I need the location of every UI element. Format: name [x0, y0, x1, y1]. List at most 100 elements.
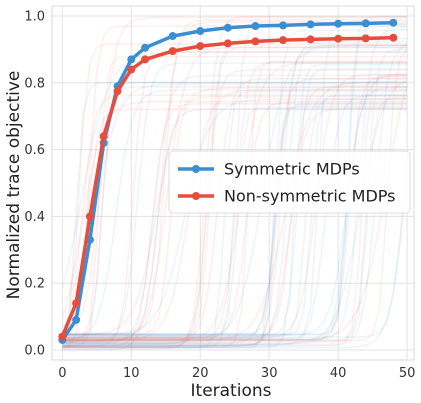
- x-axis-label: Iterations: [191, 381, 272, 401]
- data-point: [72, 315, 81, 324]
- background-run-line: [62, 77, 408, 339]
- series-non-symmetric: [58, 33, 398, 341]
- x-tick-label: 50: [399, 366, 416, 381]
- background-run-line: [62, 44, 408, 347]
- tick-labels: 0 10 20 30 40 50 0.0 0.2 0.4 0.6 0.8 1.0: [24, 10, 415, 381]
- legend-label: Non-symmetric MDPs: [224, 187, 396, 206]
- data-point: [306, 20, 315, 29]
- background-run-line: [62, 19, 408, 335]
- background-run-line: [62, 98, 408, 338]
- background-run-line: [62, 73, 408, 346]
- background-run-line: [62, 86, 408, 336]
- series-line: [60, 20, 394, 341]
- background-run-line: [62, 108, 408, 351]
- background-run-line: [62, 85, 408, 339]
- data-point: [278, 36, 287, 45]
- background-run-line: [62, 103, 408, 347]
- background-run-line: [62, 105, 408, 349]
- data-point: [99, 132, 108, 141]
- background-run-line: [61, 108, 408, 334]
- background-run-line: [62, 90, 408, 349]
- background-run-line: [62, 77, 408, 345]
- background-run-line: [62, 55, 408, 340]
- background-run-line: [62, 40, 408, 344]
- data-point: [196, 27, 205, 36]
- background-run-line: [62, 106, 408, 336]
- background-run-line: [62, 46, 408, 343]
- data-point: [85, 212, 94, 221]
- background-run-line: [62, 89, 408, 341]
- background-run-line: [61, 51, 408, 288]
- background-run-line: [62, 89, 408, 341]
- background-run-line: [62, 46, 408, 341]
- series-line: [60, 35, 394, 338]
- background-run-line: [62, 15, 408, 335]
- legend-marker: [192, 165, 200, 173]
- background-run-line: [62, 63, 408, 348]
- x-tick-label: 30: [261, 366, 278, 381]
- background-run-line: [62, 28, 408, 341]
- data-point: [113, 87, 122, 96]
- x-tick-label: 40: [330, 366, 347, 381]
- y-axis-label: Normalized trace objective: [4, 71, 24, 300]
- x-tick-label: 0: [58, 366, 66, 381]
- background-run-line: [62, 29, 408, 335]
- background-run-line: [62, 103, 408, 347]
- data-point: [334, 19, 343, 28]
- background-run-line: [62, 61, 408, 340]
- legend-box: [168, 150, 411, 214]
- background-run-line: [62, 85, 408, 341]
- background-run-line: [62, 94, 408, 336]
- background-run-line: [62, 62, 408, 342]
- background-run-line: [62, 44, 408, 341]
- data-point: [127, 55, 136, 64]
- data-point: [251, 37, 260, 46]
- background-run-line: [62, 97, 408, 343]
- background-run-line: [61, 100, 408, 319]
- y-tick-label: 0.0: [24, 343, 45, 358]
- background-run-line: [62, 107, 408, 347]
- background-run-line: [62, 95, 408, 336]
- data-point: [58, 332, 67, 341]
- data-point: [278, 21, 287, 30]
- x-tick-label: 20: [192, 366, 209, 381]
- data-point: [306, 35, 315, 44]
- series-layer: [58, 18, 398, 344]
- background-run-line: [61, 83, 408, 328]
- data-point: [223, 39, 232, 48]
- data-point: [334, 34, 343, 43]
- background-run-line: [62, 62, 408, 343]
- background-run-line: [62, 79, 408, 345]
- background-run-line: [62, 98, 408, 336]
- x-tick-label: 10: [123, 366, 140, 381]
- data-point: [251, 22, 260, 31]
- background-run-line: [62, 48, 408, 342]
- legend-label: Symmetric MDPs: [224, 160, 360, 179]
- background-run-line: [62, 180, 408, 349]
- background-run-line: [62, 60, 408, 348]
- background-run-line: [62, 67, 408, 337]
- y-tick-label: 0.6: [24, 143, 45, 158]
- background-run-line: [62, 94, 408, 346]
- data-point: [389, 33, 398, 42]
- background-run-line: [61, 94, 408, 340]
- background-run-line: [62, 44, 408, 343]
- data-point: [223, 23, 232, 32]
- legend-marker: [192, 192, 200, 200]
- y-tick-label: 0.8: [24, 76, 45, 91]
- data-point: [168, 32, 177, 41]
- background-run-line: [62, 16, 408, 333]
- background-run-line: [62, 69, 408, 348]
- y-tick-label: 0.2: [24, 277, 45, 292]
- data-point: [141, 55, 150, 64]
- background-run-line: [62, 15, 408, 350]
- background-runs: [61, 15, 408, 351]
- data-point: [72, 299, 81, 308]
- background-run-line: [62, 101, 408, 338]
- background-run-line: [62, 44, 408, 347]
- background-run-line: [62, 80, 408, 342]
- data-point: [196, 42, 205, 51]
- data-point: [361, 19, 370, 28]
